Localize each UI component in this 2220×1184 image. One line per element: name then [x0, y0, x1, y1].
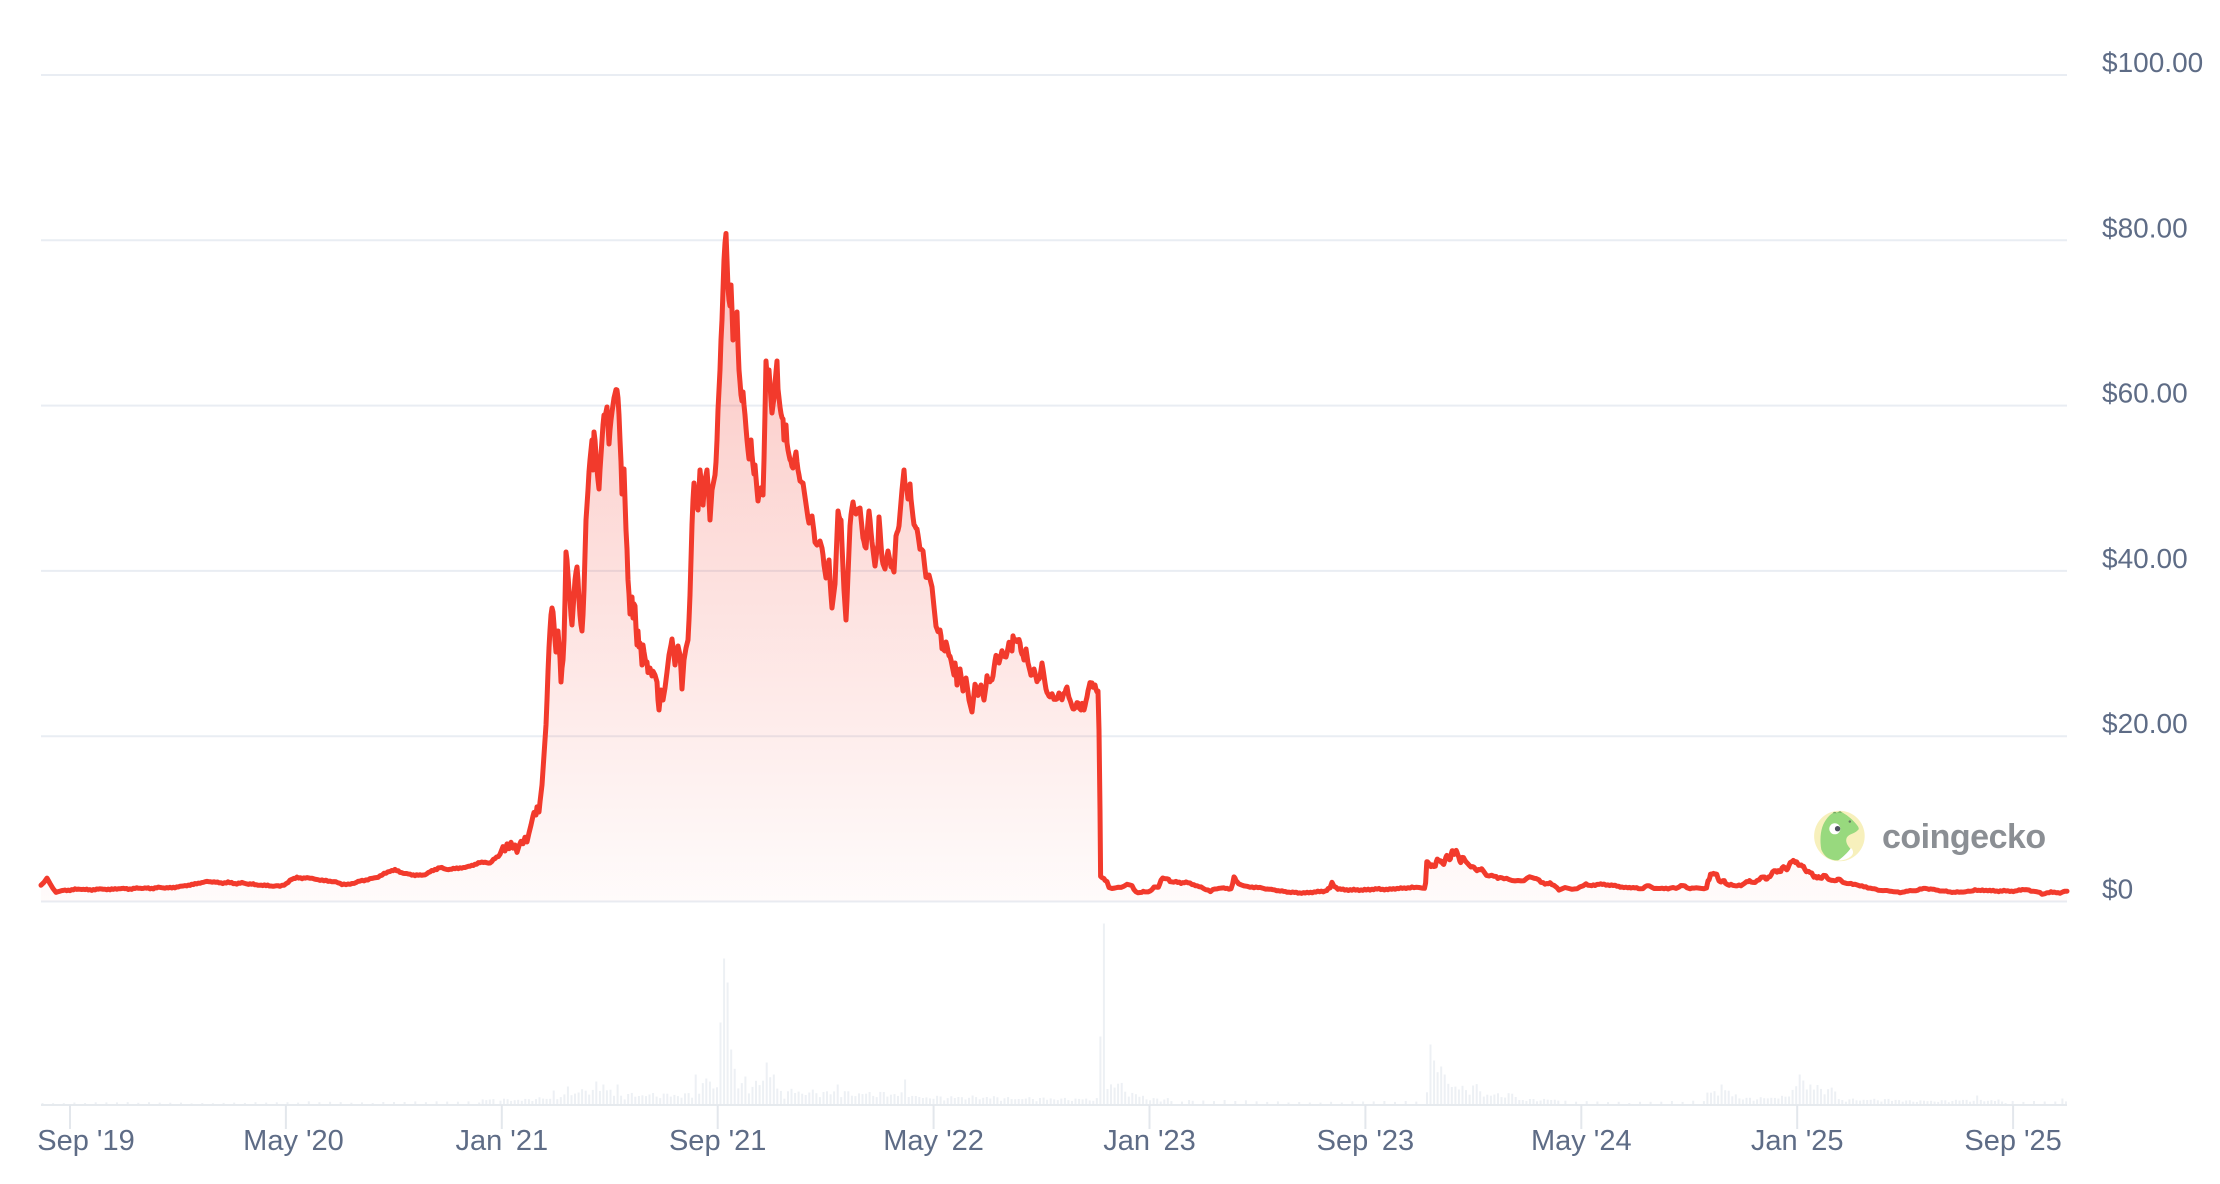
svg-text:$60.00: $60.00	[2102, 378, 2188, 409]
svg-text:Sep '25: Sep '25	[1964, 1125, 2061, 1157]
svg-text:$80.00: $80.00	[2102, 212, 2188, 243]
svg-text:$0: $0	[2102, 874, 2133, 905]
svg-text:May '20: May '20	[243, 1125, 344, 1157]
svg-text:coingecko: coingecko	[1882, 818, 2046, 856]
svg-text:$20.00: $20.00	[2102, 708, 2188, 739]
svg-text:Sep '21: Sep '21	[669, 1125, 766, 1157]
svg-text:May '22: May '22	[883, 1125, 984, 1157]
svg-text:Sep '19: Sep '19	[37, 1125, 134, 1157]
svg-text:Sep '23: Sep '23	[1317, 1125, 1414, 1157]
svg-text:Jan '23: Jan '23	[1103, 1125, 1196, 1157]
svg-text:$100.00: $100.00	[2102, 47, 2203, 78]
svg-text:May '24: May '24	[1531, 1125, 1632, 1157]
svg-text:Jan '25: Jan '25	[1751, 1125, 1844, 1157]
svg-text:Jan '21: Jan '21	[455, 1125, 548, 1157]
svg-text:$40.00: $40.00	[2102, 543, 2188, 574]
